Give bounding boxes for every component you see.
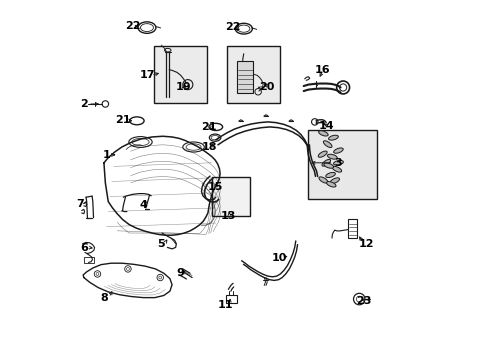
Bar bbox=[211, 177, 250, 216]
Bar bbox=[348, 220, 357, 238]
Text: 15: 15 bbox=[207, 182, 223, 192]
Ellipse shape bbox=[333, 161, 343, 165]
Bar bbox=[227, 46, 280, 103]
Ellipse shape bbox=[323, 141, 331, 148]
Ellipse shape bbox=[328, 135, 338, 140]
Text: 13: 13 bbox=[220, 211, 236, 221]
Ellipse shape bbox=[321, 159, 330, 166]
Text: 21: 21 bbox=[201, 122, 217, 132]
Text: 3: 3 bbox=[334, 158, 342, 168]
Text: 18: 18 bbox=[201, 142, 217, 152]
Text: 2: 2 bbox=[80, 99, 87, 109]
Text: 19: 19 bbox=[175, 82, 191, 93]
Ellipse shape bbox=[323, 163, 333, 168]
Text: 20: 20 bbox=[259, 82, 274, 92]
Ellipse shape bbox=[329, 178, 339, 184]
Text: 1: 1 bbox=[102, 150, 110, 160]
Ellipse shape bbox=[327, 154, 337, 159]
Text: 6: 6 bbox=[80, 243, 88, 253]
Text: 10: 10 bbox=[271, 253, 287, 263]
Bar bbox=[83, 257, 94, 263]
Text: 5: 5 bbox=[157, 239, 165, 249]
Ellipse shape bbox=[318, 151, 326, 157]
Text: 17: 17 bbox=[139, 70, 154, 80]
Text: 21: 21 bbox=[115, 116, 131, 126]
Text: 7: 7 bbox=[76, 199, 84, 210]
Text: 9: 9 bbox=[176, 268, 183, 278]
Ellipse shape bbox=[318, 131, 327, 136]
Ellipse shape bbox=[325, 172, 335, 177]
Bar bbox=[237, 61, 253, 93]
Text: 22: 22 bbox=[225, 22, 240, 32]
Text: 4: 4 bbox=[139, 200, 147, 210]
Text: 23: 23 bbox=[355, 296, 370, 306]
Ellipse shape bbox=[332, 166, 341, 172]
Ellipse shape bbox=[326, 181, 335, 187]
Text: 14: 14 bbox=[318, 121, 333, 131]
Text: 12: 12 bbox=[358, 239, 373, 249]
Text: 11: 11 bbox=[218, 300, 233, 310]
Ellipse shape bbox=[333, 148, 343, 153]
Text: 22: 22 bbox=[124, 21, 140, 31]
Bar bbox=[225, 296, 236, 303]
Bar bbox=[308, 130, 376, 199]
Text: 8: 8 bbox=[101, 293, 108, 303]
Bar bbox=[154, 46, 207, 103]
Text: 16: 16 bbox=[314, 64, 330, 75]
Ellipse shape bbox=[318, 177, 327, 183]
